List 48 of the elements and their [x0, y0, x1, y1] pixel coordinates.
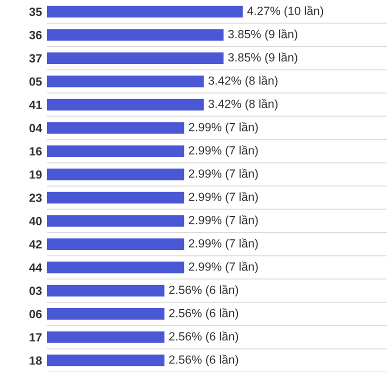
bar: [47, 262, 184, 274]
data-label: 3.42% (8 lần): [208, 76, 278, 88]
data-label: 2.99% (7 lần): [188, 262, 258, 274]
y-tick-label: 03: [29, 286, 42, 296]
data-label: 2.99% (7 lần): [188, 145, 258, 157]
y-tick-label: 18: [30, 356, 42, 365]
y-tick-label: 44: [29, 264, 42, 272]
data-label: 2.56% (6 lần): [169, 284, 238, 296]
y-tick-label: 40: [29, 216, 42, 226]
data-label: 3.85% (9 lần): [228, 29, 298, 41]
y-tick-label: 04: [29, 124, 42, 132]
bar: [47, 238, 184, 250]
y-tick-label: 36: [29, 30, 42, 40]
data-label: 3.85% (9 lần): [228, 52, 298, 64]
data-label: 2.99% (7 lần): [188, 238, 258, 250]
bar: [47, 354, 164, 366]
y-tick-label: 05: [29, 77, 42, 86]
bar: [47, 122, 184, 134]
y-tick-label: 06: [29, 310, 42, 318]
bar: [47, 308, 164, 320]
bar: [47, 145, 184, 157]
y-tick-label: 19: [30, 170, 42, 179]
bar: [47, 284, 164, 296]
y-tick-label: 17: [30, 333, 42, 342]
y-tick-label: 41: [29, 100, 42, 109]
bar: [47, 76, 204, 88]
data-label: 4.27% (10 lần): [247, 6, 324, 18]
data-label: 2.56% (6 lần): [169, 308, 238, 320]
y-tick-label: 23: [29, 194, 42, 202]
y-tick-label: 16: [30, 147, 42, 156]
bar: [47, 6, 243, 18]
data-label: 2.56% (6 lần): [169, 354, 238, 366]
bar: [47, 192, 184, 204]
data-label: 3.42% (8 lần): [208, 98, 278, 110]
data-label: 2.56% (6 lần): [169, 331, 238, 343]
y-tick-label: 35: [29, 8, 42, 16]
data-label: 2.99% (7 lần): [188, 122, 258, 134]
bar: [47, 29, 224, 41]
bar: [47, 168, 184, 180]
y-tick-label: 37: [29, 54, 42, 63]
bar: [47, 215, 184, 227]
bar: [47, 98, 204, 110]
data-label: 2.99% (7 lần): [188, 215, 258, 227]
bar: [47, 52, 224, 64]
y-tick-label: 42: [29, 240, 42, 248]
data-label: 2.99% (7 lần): [188, 168, 258, 180]
data-label: 2.99% (7 lần): [188, 192, 258, 204]
bar: [47, 331, 164, 343]
